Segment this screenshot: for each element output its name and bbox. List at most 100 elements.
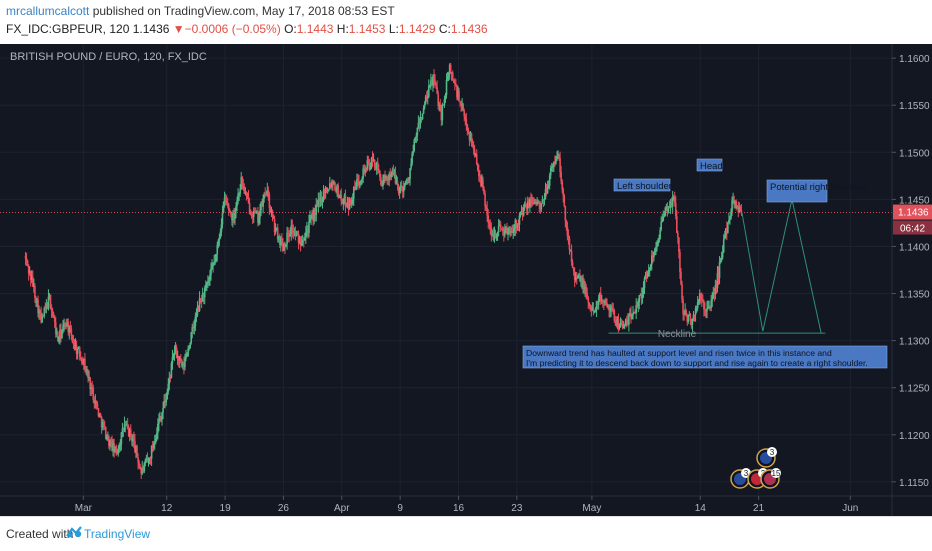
- candle-body: [146, 459, 149, 461]
- candle-body: [659, 229, 661, 239]
- candle-body: [321, 199, 324, 202]
- candle-body: [175, 347, 178, 358]
- candle-body: [294, 231, 297, 236]
- candle-body: [49, 294, 52, 309]
- price-chart[interactable]: Left shoulder Head Potential right shoulde…: [0, 44, 932, 516]
- candle-body: [324, 187, 327, 193]
- candle-body: [333, 183, 335, 185]
- candle-body: [160, 418, 162, 420]
- candle-body: [735, 201, 738, 209]
- candle-body: [566, 226, 569, 236]
- candle-body: [447, 72, 450, 77]
- candle-body: [533, 203, 535, 205]
- candle-body: [209, 274, 211, 281]
- right-shoulder-label[interactable]: Potential right shoulder: [766, 179, 867, 203]
- tradingview-logo-icon[interactable]: [66, 525, 82, 539]
- candle-body: [215, 254, 218, 262]
- candle-body: [525, 206, 528, 209]
- candle-body: [32, 276, 34, 287]
- candle-body: [516, 224, 519, 228]
- candle-body: [182, 363, 184, 367]
- chart-grid: [0, 44, 892, 496]
- analysis-note-line2: I'm predicting it to descend back down t…: [526, 358, 868, 368]
- candle-body: [483, 188, 485, 194]
- candle-body: [291, 225, 294, 232]
- price-axis[interactable]: 1.1600 1.1550 1.1500 1.1450 1.1400 1.1350 1.13…: [891, 44, 932, 516]
- candle-body: [224, 197, 227, 202]
- candle-body: [472, 145, 475, 150]
- candle-body: [619, 323, 622, 327]
- candle-body: [426, 96, 429, 99]
- candle-body: [258, 217, 260, 223]
- candle-body: [736, 206, 739, 209]
- candle-body: [389, 174, 392, 178]
- candle-body: [608, 305, 610, 311]
- candle-body: [145, 459, 148, 461]
- candle-body: [45, 303, 48, 309]
- candle-body: [499, 224, 502, 229]
- head-label[interactable]: Head: [696, 158, 723, 172]
- candle-body: [363, 168, 365, 173]
- candle-body: [268, 194, 271, 208]
- candle-body: [312, 212, 314, 222]
- candle-body: [100, 416, 103, 428]
- candle-body: [77, 347, 80, 350]
- candle-body: [148, 457, 151, 459]
- candle-body: [315, 204, 318, 215]
- economic-event-badge[interactable]: 3: [756, 447, 777, 468]
- candle-body: [82, 362, 84, 365]
- candle-body: [246, 194, 249, 198]
- author-link[interactable]: mrcallumcalcott: [6, 4, 90, 18]
- candle-body: [715, 285, 718, 289]
- candle-body: [337, 184, 339, 198]
- candle-body: [345, 206, 348, 208]
- time-tick-label: May: [582, 503, 601, 514]
- open-value: 1.1443: [296, 22, 334, 36]
- economic-event-badge[interactable]: 15: [760, 468, 781, 489]
- candle-body: [377, 168, 380, 172]
- candle-body: [520, 211, 523, 213]
- bar-countdown-label: 06:42: [900, 224, 925, 235]
- head-label-box: [696, 158, 723, 172]
- candle-body: [28, 271, 31, 274]
- candle-body: [313, 208, 315, 222]
- candle-body: [560, 171, 562, 182]
- candle-body: [336, 184, 338, 193]
- candle-body: [646, 272, 649, 277]
- candle-body: [61, 330, 63, 339]
- candle-body: [356, 179, 358, 189]
- publication-info: mrcallumcalcott published on TradingView…: [6, 4, 395, 18]
- created-with-label: Created with: [6, 527, 74, 541]
- candle-body: [404, 183, 406, 188]
- candle-body: [454, 83, 456, 85]
- candle-body: [218, 237, 221, 241]
- candle-body: [297, 234, 300, 243]
- candle-body: [614, 320, 617, 324]
- left-shoulder-label[interactable]: Left shoulder: [613, 178, 672, 192]
- candle-body: [581, 278, 583, 288]
- candle-body: [485, 205, 487, 209]
- candle-body: [380, 176, 382, 185]
- candle-body: [708, 306, 710, 308]
- candle-body: [158, 420, 160, 424]
- analysis-note[interactable]: Downward trend has haulted at support le…: [522, 345, 888, 369]
- candle-body: [519, 212, 522, 216]
- candle-body: [300, 242, 303, 246]
- candle-body: [161, 412, 163, 420]
- published-text: published on TradingView.com, May 17, 20…: [92, 4, 395, 18]
- candle-body: [128, 429, 131, 437]
- candle-body: [213, 262, 215, 265]
- tradingview-brand-link[interactable]: TradingView: [84, 527, 151, 541]
- candle-body: [636, 305, 639, 307]
- chart-area[interactable]: Left shoulder Head Potential right shoulde…: [0, 44, 932, 516]
- candle-body: [633, 311, 635, 314]
- symbol-ohlc-line: FX_IDC:GBPEUR, 120 1.1436 ▼−0.0006 (−0.0…: [6, 22, 488, 36]
- candle-body: [259, 210, 261, 218]
- candle-body: [234, 211, 236, 220]
- low-value: 1.1429: [398, 22, 436, 36]
- time-axis[interactable]: Mar 12 19 26 Apr 9 16 23 May 14 21 Jun: [0, 495, 932, 514]
- economic-event-badge[interactable]: 3: [730, 468, 751, 489]
- candle-body: [588, 302, 591, 306]
- candle-body: [531, 200, 533, 203]
- last-price: 1.1436: [132, 22, 170, 36]
